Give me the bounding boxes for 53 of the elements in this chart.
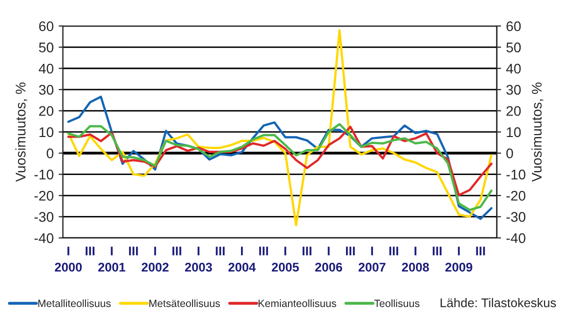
y2-tick-label: 0 xyxy=(506,148,514,158)
y2-tick-label: 40 xyxy=(506,64,521,74)
x-tick-label: I 2009 xyxy=(445,246,472,272)
line-series xyxy=(67,96,492,220)
x-tick-label: III xyxy=(129,246,138,256)
x-tick-label: I 2002 xyxy=(142,246,169,272)
x-tick-label: I 2004 xyxy=(228,246,256,272)
y-tick-label: 60 xyxy=(39,21,54,32)
y-tick-label: 10 xyxy=(40,127,54,138)
y2-tick-label: -10 xyxy=(506,170,526,180)
x-tick-label: III xyxy=(86,246,94,256)
x-tick-label: III xyxy=(346,246,355,256)
x-tick-label: III xyxy=(432,246,442,256)
x-tick-label: III xyxy=(476,246,485,256)
y-axis-title: Vuosimuutos, % xyxy=(15,82,28,182)
y2-tick-label: -20 xyxy=(506,190,526,201)
y-tick-label: 40 xyxy=(38,64,54,74)
legend-label: Metsäteollisuus xyxy=(149,299,220,308)
y2-tick-label: 60 xyxy=(506,21,521,32)
x-tick-label: III xyxy=(216,246,225,256)
y-tick-label: -20 xyxy=(34,190,54,201)
y2-axis-title: Vuosimuutos, % xyxy=(531,82,544,182)
x-tick-label: I 2007 xyxy=(358,246,386,272)
y-tick-label: 30 xyxy=(39,84,54,95)
x-tick-label: III xyxy=(302,246,312,256)
x-tick-label: III xyxy=(389,246,398,256)
x-tick-label: III xyxy=(259,246,268,256)
text: Lähde: Tilastokeskus xyxy=(440,298,556,308)
y2-tick-label: 50 xyxy=(506,42,521,52)
x-tick-label: III xyxy=(172,246,182,256)
y-tick-label: -40 xyxy=(34,233,54,244)
y-tick-label: 20 xyxy=(39,106,54,116)
x-tick-label: I 2000 xyxy=(54,246,82,272)
legend-label: Kemianteollisuus xyxy=(258,299,336,308)
y-tick-label: 0 xyxy=(46,148,54,158)
legend-label: Teollisuus xyxy=(374,299,420,308)
line-series xyxy=(67,123,492,212)
y-tick-label: 50 xyxy=(39,42,54,52)
y2-tick-label: 30 xyxy=(506,84,521,95)
line-series xyxy=(67,29,492,226)
x-tick-label: I 2006 xyxy=(315,246,342,272)
x-tick-label: I 2005 xyxy=(272,246,299,272)
legend-label: Metalliteollisuus xyxy=(38,299,111,308)
line-series xyxy=(67,126,492,196)
x-tick-label: I 2003 xyxy=(185,246,212,272)
y2-tick-label: 20 xyxy=(506,106,521,116)
y-tick-label: -30 xyxy=(34,212,54,222)
x-tick-label: I 2001 xyxy=(98,246,126,272)
y2-tick-label: 10 xyxy=(506,127,521,138)
y2-tick-label: -30 xyxy=(506,212,526,222)
y-tick-label: -10 xyxy=(34,170,54,180)
y2-tick-label: -40 xyxy=(506,233,526,244)
x-tick-label: I 2008 xyxy=(402,246,429,272)
